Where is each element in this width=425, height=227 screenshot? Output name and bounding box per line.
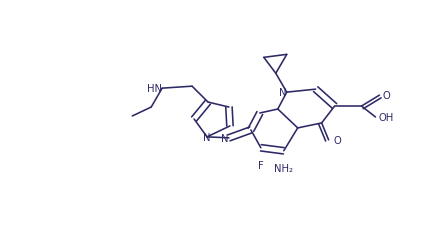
Text: HN: HN — [147, 84, 162, 94]
Text: N: N — [221, 133, 229, 143]
Text: OH: OH — [378, 113, 394, 122]
Text: N: N — [279, 88, 287, 98]
Text: NH₂: NH₂ — [274, 163, 293, 173]
Text: O: O — [382, 91, 390, 101]
Text: N: N — [203, 132, 211, 142]
Text: O: O — [334, 135, 341, 145]
Text: F: F — [258, 160, 264, 170]
